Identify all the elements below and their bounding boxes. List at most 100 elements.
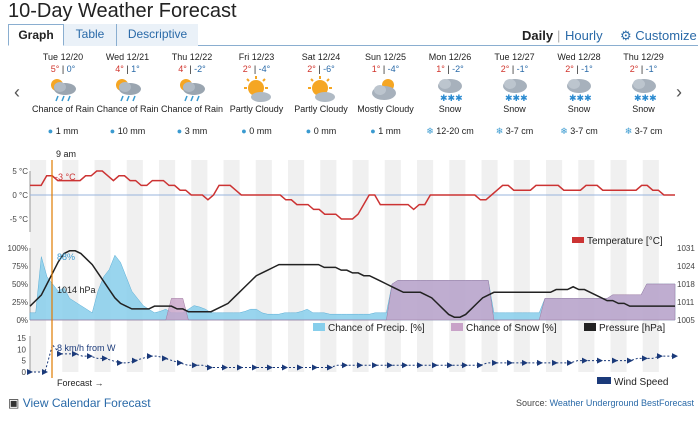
temp-low: -2° (452, 64, 464, 74)
night-stripe (546, 160, 563, 372)
day-temps: 1° | -2° (436, 64, 464, 74)
legend-temp: Temperature [°C] (587, 236, 663, 247)
tab-graph[interactable]: Graph (8, 24, 64, 46)
pct-tick: 50% (12, 280, 28, 289)
pct-tick: 25% (12, 298, 28, 307)
pct-tick: 0% (16, 316, 28, 325)
precip-value: 3-7 cm (505, 126, 534, 136)
night-stripe (417, 160, 434, 372)
hourly-toggle[interactable]: Hourly (565, 28, 603, 43)
hpa-tick: 1005 (677, 316, 695, 325)
day-temps: 2° | -1° (500, 64, 529, 74)
day-name: Wed 12/21 (105, 52, 150, 62)
wind-arrow (522, 359, 528, 366)
svg-text:✱✱✱: ✱✱✱ (634, 93, 657, 103)
wind-arrow (537, 359, 543, 366)
legend-precip: Chance of Precip. [%] (328, 323, 425, 334)
temp-high: 1° (371, 64, 381, 74)
condition-icon (224, 76, 290, 104)
calendar-icon: ▣ (8, 396, 20, 410)
wind-arrow (597, 357, 603, 364)
source-link[interactable]: Weather Underground BestForecast (549, 398, 694, 408)
view-separator: | (557, 28, 561, 43)
day-column: Thu 12/29 2° | -1° ✱✱✱ Snow ❄ 3-7 cm (611, 52, 677, 137)
wind-arrow (552, 359, 558, 366)
raindrop-icon: ● (109, 126, 116, 136)
wind-arrow (177, 359, 183, 366)
legend-snow: Chance of Snow [%] (466, 323, 557, 334)
temp-high: 4° (178, 64, 187, 74)
wind-tick: 0 (22, 368, 27, 377)
wind-arrow (627, 357, 633, 364)
precip-value: 3-7 cm (634, 126, 663, 136)
condition-text: Snow (567, 104, 591, 114)
wind-arrow (492, 359, 498, 366)
precip-amount: ● 10 mm (95, 126, 161, 136)
day-name: Tue 12/27 (494, 52, 535, 62)
svg-text:✱✱✱: ✱✱✱ (440, 93, 463, 103)
temp-tick-0: 0 °C (12, 191, 28, 200)
night-stripe (513, 160, 530, 372)
condition-icon (353, 76, 419, 104)
tab-descriptive[interactable]: Descriptive (116, 24, 198, 46)
condition-text: Snow (438, 104, 462, 114)
wind-arrow (297, 364, 303, 371)
temp-low: -6° (323, 64, 335, 74)
day-column: Tue 12/27 2° | -1° ✱✱✱ Snow ❄ 3-7 cm (482, 52, 548, 137)
wind-arrow (672, 353, 678, 360)
wind-arrow (582, 357, 588, 364)
legend-pressure: Pressure [hPa] (599, 323, 665, 334)
wind-arrow (282, 364, 288, 371)
night-stripe (578, 160, 595, 372)
view-calendar-label: View Calendar Forecast (22, 396, 151, 410)
precip-amount: ❄ 3-7 cm (611, 126, 677, 137)
temp-high: 2° (242, 64, 252, 74)
precip-value: 10 mm (117, 126, 146, 136)
night-stripe (352, 160, 369, 372)
condition-text: Chance of Rain (160, 104, 224, 114)
source-prefix: Source: (516, 398, 550, 408)
condition-text: Snow (503, 104, 526, 114)
wind-arrow (462, 362, 468, 369)
precip-amount: ❄ 12-20 cm (417, 126, 483, 137)
wind-arrow (357, 362, 363, 369)
snow-icon: ✱✱✱ (438, 79, 463, 103)
gear-icon: ⚙ (620, 28, 632, 43)
mostly-cloudy-icon (371, 79, 396, 100)
day-name: Tue 12/20 (42, 52, 84, 62)
temp-high: 2° (307, 64, 316, 74)
snowflake-icon: ❄ (495, 126, 504, 136)
precip-amount: ❄ 3-7 cm (482, 126, 548, 137)
precip-value: 3-7 cm (570, 126, 598, 136)
legend-wind: Wind Speed (614, 377, 668, 388)
day-temps: 2° | -6° (307, 64, 335, 74)
snowflake-icon: ❄ (426, 126, 434, 136)
day-temps: 2° | -1° (629, 64, 658, 74)
precip-amount: ● 1 mm (353, 126, 419, 136)
legend-wind-swatch (597, 377, 611, 384)
snowflake-icon: ❄ (624, 126, 633, 136)
customize-label: Customize (635, 28, 697, 43)
day-column: Wed 12/21 4° | 1° Chance of Rain ● 10 mm (95, 52, 161, 136)
daily-toggle[interactable]: Daily (522, 28, 554, 43)
night-stripe (94, 160, 111, 372)
condition-icon (288, 76, 354, 104)
hpa-tick: 1024 (677, 262, 695, 271)
day-column: Wed 12/28 2° | -1° ✱✱✱ Snow ❄ 3-7 cm (546, 52, 612, 137)
wind-arrow (57, 350, 63, 357)
wind-arrow (612, 357, 618, 364)
pressure-line (29, 250, 675, 318)
temp-high: 4° (115, 64, 124, 74)
temp-low: -4° (387, 64, 400, 74)
chevron-right-icon[interactable]: › (676, 82, 682, 102)
day-column: Sun 12/25 1° | -4° Mostly Cloudy ● 1 mm (353, 52, 419, 136)
condition-icon (159, 76, 225, 104)
chevron-left-icon[interactable]: ‹ (14, 82, 20, 102)
temp-tick-neg5: -5 °C (10, 215, 29, 224)
view-calendar-link[interactable]: ▣ View Calendar Forecast (8, 396, 151, 410)
condition-icon (95, 76, 161, 104)
precip-amount: ● 3 mm (159, 126, 225, 136)
customize-button[interactable]: ⚙ Customize (620, 28, 697, 44)
night-stripe (384, 160, 401, 372)
tab-table[interactable]: Table (64, 24, 116, 46)
